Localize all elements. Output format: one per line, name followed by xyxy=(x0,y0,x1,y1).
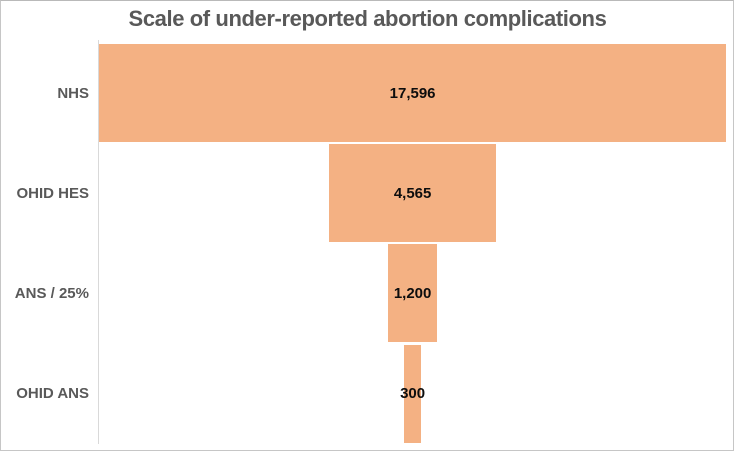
value-label: 300 xyxy=(400,385,426,403)
category-label: OHID ANS xyxy=(16,385,89,403)
y-axis-line xyxy=(98,40,99,444)
value-label: 4,565 xyxy=(393,184,432,202)
category-label: NHS xyxy=(57,84,89,102)
chart-title: Scale of under-reported abortion complic… xyxy=(128,6,607,31)
category-label: ANS / 25% xyxy=(14,284,89,302)
funnel-bar xyxy=(329,144,497,243)
funnel-bar xyxy=(388,244,437,343)
category-label: OHID HES xyxy=(16,184,89,202)
value-label: 17,596 xyxy=(389,84,436,102)
funnel-bar xyxy=(404,344,421,443)
value-label: 1,200 xyxy=(393,284,432,302)
funnel-bar xyxy=(99,44,727,142)
